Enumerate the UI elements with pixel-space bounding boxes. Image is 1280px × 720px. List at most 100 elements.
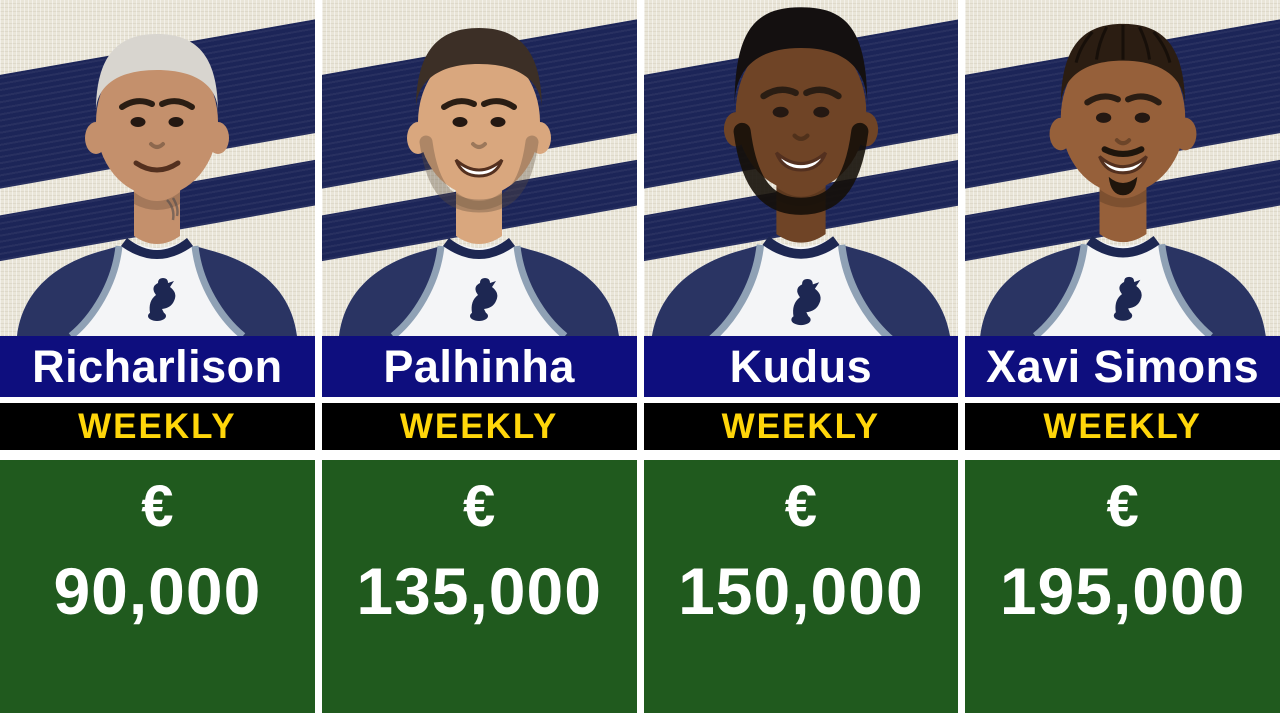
player-portrait: [339, 28, 620, 336]
club-crest-cockerel: [470, 278, 498, 321]
player-card: Palhinha WEEKLY € 135,000: [321, 0, 637, 713]
neck-shadow: [134, 192, 181, 210]
jersey-sleeve-left: [339, 246, 442, 336]
currency-symbol: €: [1106, 474, 1139, 539]
jersey-collar: [121, 238, 194, 259]
jersey-sleeve-right: [1161, 244, 1266, 336]
wage-panel: € 135,000: [321, 460, 637, 713]
beard: [1101, 146, 1145, 196]
jersey-sleeve-left: [17, 246, 120, 336]
player-name-bar: Xavi Simons: [965, 336, 1280, 397]
nose: [1114, 138, 1131, 146]
wage-panel: € 195,000: [965, 460, 1280, 713]
player-photo: [643, 0, 959, 336]
hair: [416, 28, 543, 110]
weekly-label: WEEKLY: [399, 406, 559, 446]
jersey-trim-right: [1157, 243, 1213, 336]
eyebrow-right: [481, 98, 518, 110]
neck-shadow: [456, 192, 503, 210]
player-card: Richarlison WEEKLY € 90,000: [0, 0, 315, 713]
braids: [1074, 24, 1172, 64]
eye-right: [813, 106, 830, 118]
weekly-bar: WEEKLY: [0, 403, 315, 450]
wage-amount: 90,000: [53, 554, 262, 628]
weekly-label: WEEKLY: [78, 406, 237, 446]
eye-right: [490, 117, 506, 127]
eyebrow-left: [119, 98, 156, 110]
jersey-collar: [1085, 236, 1160, 258]
nose: [792, 133, 810, 142]
player-name-bar: Kudus: [643, 336, 959, 397]
weekly-bar: WEEKLY: [321, 403, 637, 450]
neck-shadow: [1099, 189, 1147, 208]
player-photo: [965, 0, 1280, 336]
eyebrow-right: [1124, 93, 1162, 106]
nose: [471, 142, 488, 149]
jersey-trim-left: [390, 245, 445, 336]
currency-symbol: €: [784, 474, 817, 539]
jersey-trim-right: [837, 244, 893, 336]
jersey-trim-right: [191, 245, 246, 336]
wage-amount: 150,000: [678, 554, 924, 628]
hair: [1060, 23, 1185, 108]
eyebrow-left: [760, 86, 799, 100]
eyebrow-left: [441, 98, 478, 110]
player-name: Xavi Simons: [986, 340, 1260, 392]
eye-left: [130, 117, 146, 127]
neck-tattoo: [166, 197, 180, 221]
face: [96, 48, 219, 196]
player-portrait: [17, 34, 298, 336]
club-crest-cockerel: [791, 279, 821, 326]
jersey-trim-left: [69, 245, 123, 336]
weekly-label: WEEKLY: [1043, 406, 1202, 446]
eyebrow-left: [1083, 93, 1121, 106]
player-card: Kudus WEEKLY € 150,000: [643, 0, 959, 713]
wage-amount: 195,000: [999, 554, 1246, 628]
jersey-collar: [762, 236, 840, 259]
club-crest-cockerel: [1113, 276, 1142, 321]
face: [735, 32, 867, 192]
player-photo: [0, 0, 315, 336]
mouth: [133, 160, 181, 173]
player-name-bar: Richarlison: [0, 336, 315, 397]
jersey-sleeve-right: [195, 246, 298, 336]
weekly-label: WEEKLY: [721, 406, 881, 446]
hair: [96, 34, 219, 112]
eye-right: [1134, 112, 1150, 123]
face: [418, 48, 541, 196]
currency-symbol: €: [462, 474, 496, 539]
player-name: Palhinha: [383, 340, 575, 392]
beard: [419, 135, 539, 213]
wage-amount: 135,000: [356, 554, 602, 628]
currency-symbol: €: [141, 474, 174, 539]
jersey-sleeve-right: [517, 246, 620, 336]
jersey-sleeve-left: [979, 244, 1084, 336]
beard: [733, 122, 869, 215]
eyebrow-right: [803, 86, 842, 100]
jersey-trim-right: [513, 245, 568, 336]
wage-panel: € 90,000: [0, 460, 315, 713]
hair: [734, 7, 868, 106]
eye-left: [772, 106, 789, 118]
player-card: Xavi Simons WEEKLY € 195,000: [965, 0, 1280, 713]
jersey-collar: [443, 238, 516, 259]
eye-right: [168, 117, 184, 127]
player-name-bar: Palhinha: [321, 336, 637, 397]
eye-left: [1095, 112, 1111, 123]
player-portrait: [979, 23, 1266, 336]
player-photo: [321, 0, 637, 336]
wage-panel: € 150,000: [643, 460, 959, 713]
eyebrow-right: [159, 98, 196, 110]
player-name: Richarlison: [32, 340, 283, 392]
mouth: [454, 158, 504, 178]
club-crest-cockerel: [148, 278, 176, 321]
player-portrait: [651, 7, 950, 336]
mouth: [774, 151, 827, 172]
eye-left: [452, 117, 468, 127]
mouth: [1097, 155, 1148, 175]
player-name: Kudus: [729, 340, 873, 392]
weekly-bar: WEEKLY: [965, 403, 1280, 450]
face: [1060, 42, 1185, 194]
jersey-trim-left: [1032, 243, 1088, 336]
